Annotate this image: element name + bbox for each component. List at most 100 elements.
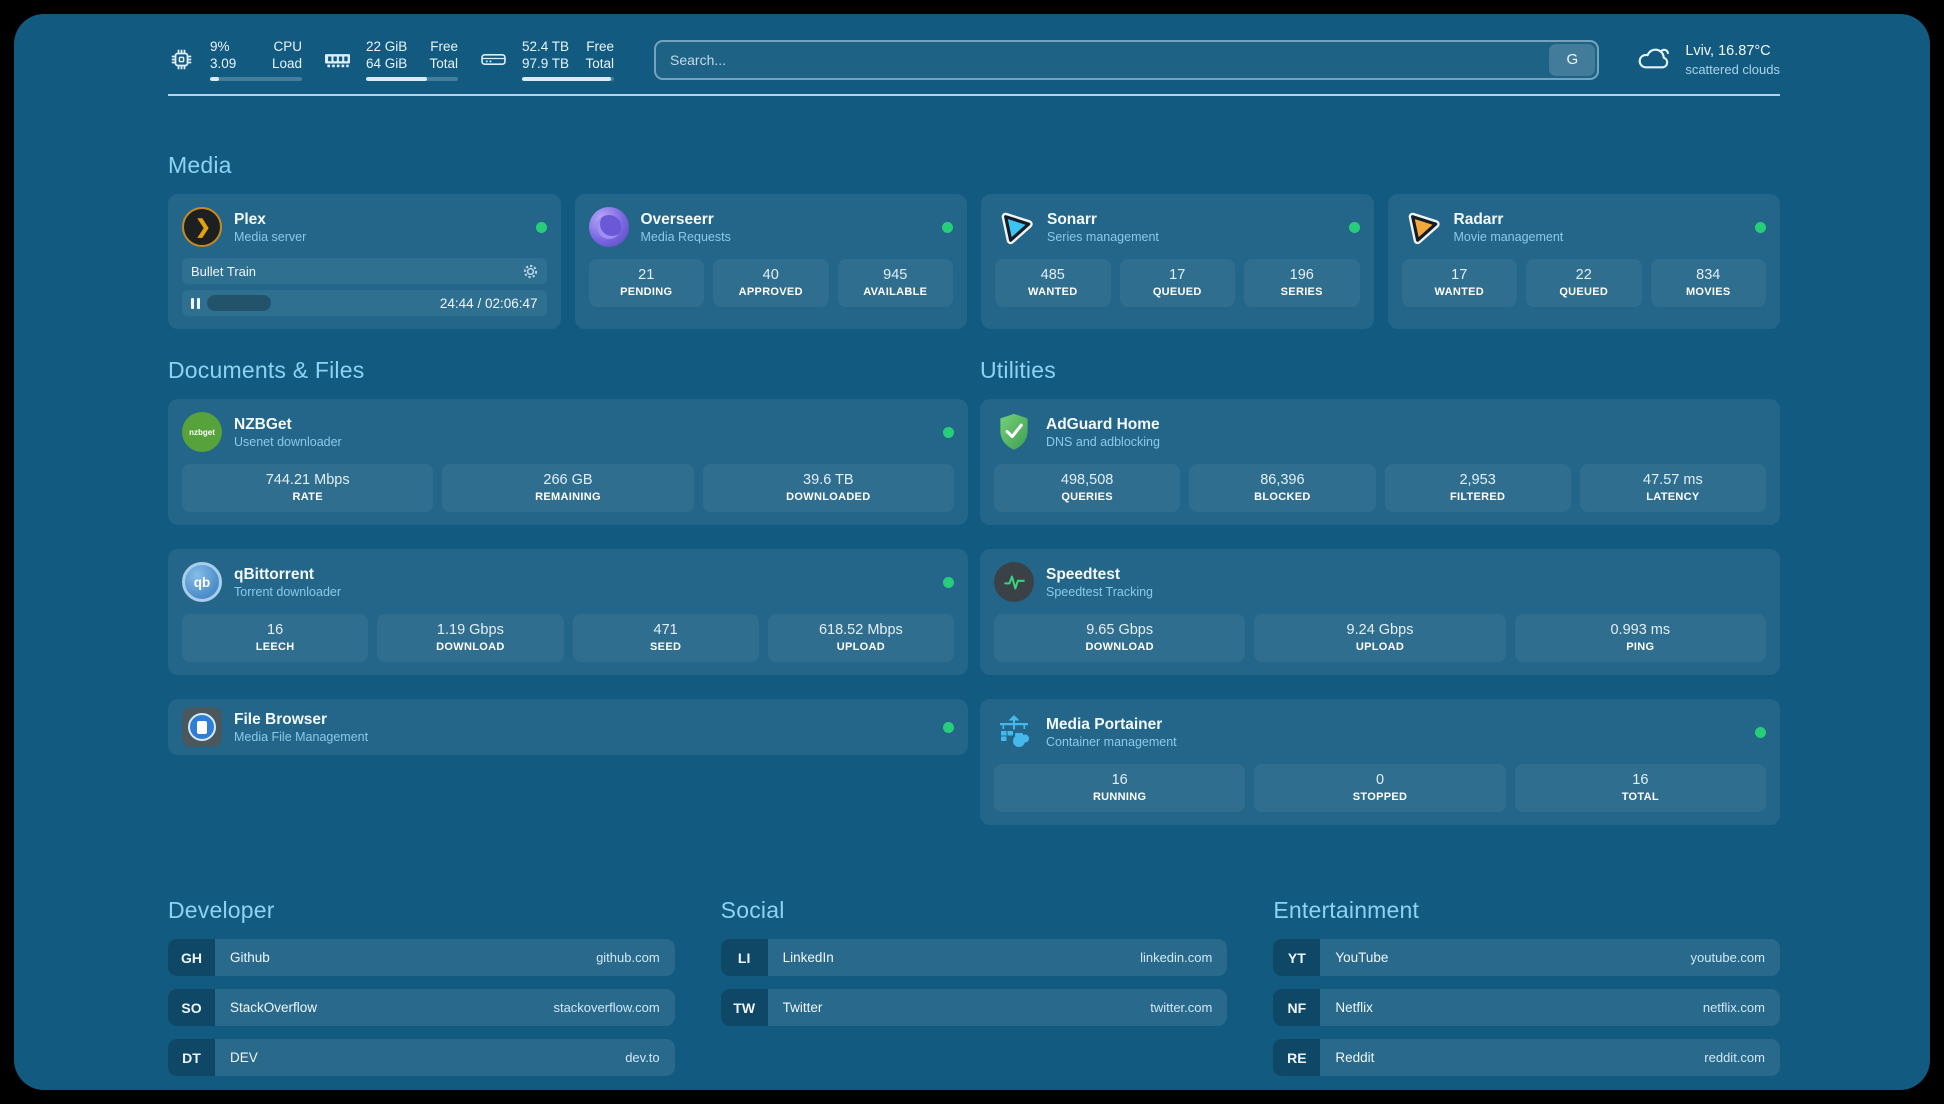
stat-value: 471 (653, 622, 678, 638)
stat-label: RATE (292, 491, 323, 503)
search-bar[interactable]: G (654, 39, 1600, 80)
section-media: Media ❯ Plex Media server Bullet Train 2… (168, 152, 1780, 329)
card-sonarr[interactable]: Sonarr Series management 485 WANTED 17 Q… (981, 194, 1374, 329)
metric-progress-bar (522, 77, 614, 81)
stat-latency: 47.57 ms LATENCY (1579, 464, 1766, 512)
card-media-portainer[interactable]: Media Portainer Container management 16 … (980, 699, 1780, 825)
stat-value: 834 (1696, 267, 1721, 283)
stat-value: 17 (1451, 267, 1468, 283)
link-stackoverflow[interactable]: SO StackOverflow stackoverflow.com (168, 989, 675, 1026)
card-plex[interactable]: ❯ Plex Media server Bullet Train 24:44 /… (168, 194, 561, 329)
gear-icon (523, 264, 537, 278)
stat-upload: 618.52 Mbps UPLOAD (767, 614, 954, 662)
stat-leech: 16 LEECH (182, 614, 369, 662)
metric-ram: 22 GiB 64 GiB Free Total (324, 38, 458, 81)
card-speedtest[interactable]: Speedtest Speedtest Tracking 9.65 Gbps D… (980, 549, 1780, 675)
service-name: Plex (234, 210, 266, 228)
link-reddit[interactable]: RE Reddit reddit.com (1273, 1039, 1780, 1076)
stats-row: 21 PENDING 40 APPROVED 945 AVAILABLE (588, 259, 953, 307)
header-divider (168, 94, 1780, 96)
link-netflix[interactable]: NF Netflix netflix.com (1273, 989, 1780, 1026)
metric-values: 52.4 TB 97.9 TB (522, 39, 570, 71)
stat-value: 9.24 Gbps (1346, 622, 1414, 638)
service-name: NZBGet (234, 415, 292, 433)
link-twitter[interactable]: TW Twitter twitter.com (720, 989, 1228, 1026)
card-radarr[interactable]: Radarr Movie management 17 WANTED 22 QUE… (1387, 194, 1780, 329)
link-youtube[interactable]: YT YouTube youtube.com (1273, 939, 1780, 976)
metric-cpu: 9% 3.09 CPU Load (168, 38, 302, 81)
stat-value: 22 (1575, 267, 1592, 283)
stat-value: 945 (883, 267, 908, 283)
service-subtitle: Container management (1046, 734, 1177, 749)
media-cards-grid: ❯ Plex Media server Bullet Train 24:44 /… (168, 194, 1780, 329)
status-online-dot (1755, 221, 1766, 233)
card-file-browser[interactable]: File Browser Media File Management (168, 699, 968, 755)
link-name: DEV (230, 1050, 258, 1065)
search-input[interactable] (658, 51, 1550, 68)
pause-icon[interactable] (191, 297, 200, 309)
section-documents: Documents & Files nzbget NZBGet Usenet d… (168, 357, 968, 849)
service-name: qBittorrent (234, 565, 315, 583)
stat-label: AVAILABLE (863, 286, 928, 298)
section-title-entertainment: Entertainment (1273, 897, 1420, 923)
card-qbittorrent[interactable]: qb qBittorrent Torrent downloader 16 LEE… (168, 549, 968, 675)
stat-wanted: 17 WANTED (1401, 259, 1517, 307)
stat-value: 16 (267, 622, 284, 638)
card-nzbget[interactable]: nzbget NZBGet Usenet downloader 744.21 M… (168, 399, 968, 525)
service-name: Radarr (1453, 210, 1504, 228)
stat-value: 2,953 (1459, 472, 1496, 488)
weather-cloud-icon (1638, 49, 1670, 69)
speedtest-icon (994, 562, 1034, 602)
stat-value: 618.52 Mbps (818, 622, 903, 638)
sonarr-icon (1001, 212, 1033, 245)
now-playing-row: Bullet Train (182, 258, 547, 284)
link-abbr: RE (1273, 1039, 1321, 1076)
stat-label: LATENCY (1646, 491, 1700, 503)
metric-values: 22 GiB 64 GiB (366, 39, 408, 71)
stat-label: LEECH (255, 641, 295, 653)
nzbget-icon: nzbget (182, 412, 222, 452)
middle-columns: Documents & Files nzbget NZBGet Usenet d… (168, 357, 1780, 849)
metric-labels: CPU Load (271, 39, 302, 71)
stat-value: 17 (1169, 267, 1186, 283)
stat-value: 0 (1375, 772, 1385, 788)
stat-label: SERIES (1280, 286, 1323, 298)
metric-values: 9% 3.09 (210, 39, 237, 71)
link-linkedin[interactable]: LI LinkedIn linkedin.com (720, 939, 1228, 976)
link-name: Github (230, 950, 270, 965)
metric-progress-bar (210, 77, 302, 81)
service-name: Overseerr (640, 210, 714, 228)
weather-condition: scattered clouds (1685, 61, 1780, 77)
link-dev[interactable]: DT DEV dev.to (168, 1039, 675, 1076)
card-adguard-home[interactable]: AdGuard Home DNS and adblocking 498,508 … (980, 399, 1780, 525)
stat-label: APPROVED (738, 286, 803, 298)
system-metrics: 9% 3.09 CPU Load 22 GiB 64 GiB Free Total (168, 38, 614, 81)
section-title-social: Social (720, 897, 785, 923)
overseerr-icon (588, 207, 629, 247)
link-name: Reddit (1335, 1050, 1375, 1065)
stat-approved: 40 APPROVED (713, 259, 829, 307)
service-subtitle: DNS and adblocking (1046, 434, 1160, 449)
stats-row: 16 LEECH 1.19 Gbps DOWNLOAD 471 SEED 618… (182, 614, 954, 662)
link-group-developer: Developer GH Github github.com SO StackO… (168, 897, 675, 1089)
weather-location-temp: Lviv, 16.87°C (1685, 42, 1771, 59)
link-name: Twitter (782, 1000, 823, 1015)
stat-seed: 471 SEED (572, 614, 759, 662)
stat-label: PENDING (620, 286, 673, 298)
stat-rate: 744.21 Mbps RATE (182, 464, 434, 512)
stat-pending: 21 PENDING (588, 259, 704, 307)
documents-cards: nzbget NZBGet Usenet downloader 744.21 M… (168, 399, 968, 755)
player-time: 24:44 / 02:06:47 (439, 295, 538, 311)
stat-running: 16 RUNNING (994, 764, 1246, 812)
stream-settings-button[interactable] (523, 264, 538, 279)
link-github[interactable]: GH Github github.com (168, 939, 675, 976)
search-provider-button[interactable]: G (1549, 43, 1596, 76)
stat-downloaded: 39.6 TB DOWNLOADED (702, 464, 954, 512)
section-title-media: Media (168, 152, 232, 178)
top-bar: 9% 3.09 CPU Load 22 GiB 64 GiB Free Total (168, 38, 1780, 81)
stat-total: 16 TOTAL (1514, 764, 1766, 812)
card-overseerr[interactable]: Overseerr Media Requests 21 PENDING 40 A… (574, 194, 967, 329)
stat-remaining: 266 GB REMAINING (442, 464, 694, 512)
link-url: reddit.com (1704, 1050, 1765, 1065)
stat-label: QUERIES (1061, 491, 1113, 503)
